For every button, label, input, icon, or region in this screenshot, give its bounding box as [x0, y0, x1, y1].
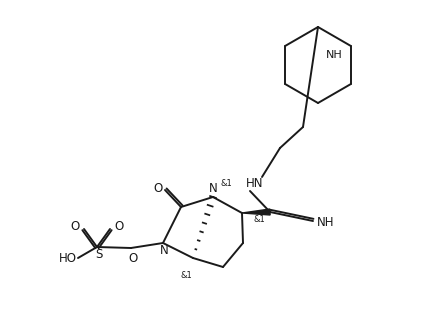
Polygon shape: [242, 209, 270, 215]
Text: O: O: [70, 220, 80, 233]
Text: &1: &1: [220, 179, 232, 187]
Text: O: O: [153, 182, 163, 194]
Text: NH: NH: [317, 215, 335, 228]
Text: O: O: [114, 220, 124, 233]
Text: NH: NH: [325, 50, 343, 60]
Text: S: S: [95, 247, 103, 261]
Text: N: N: [160, 244, 168, 256]
Text: HO: HO: [59, 253, 77, 266]
Text: HN: HN: [246, 176, 264, 190]
Text: &1: &1: [253, 214, 265, 224]
Text: O: O: [128, 252, 138, 265]
Text: &1: &1: [180, 270, 192, 279]
Text: N: N: [209, 182, 217, 194]
